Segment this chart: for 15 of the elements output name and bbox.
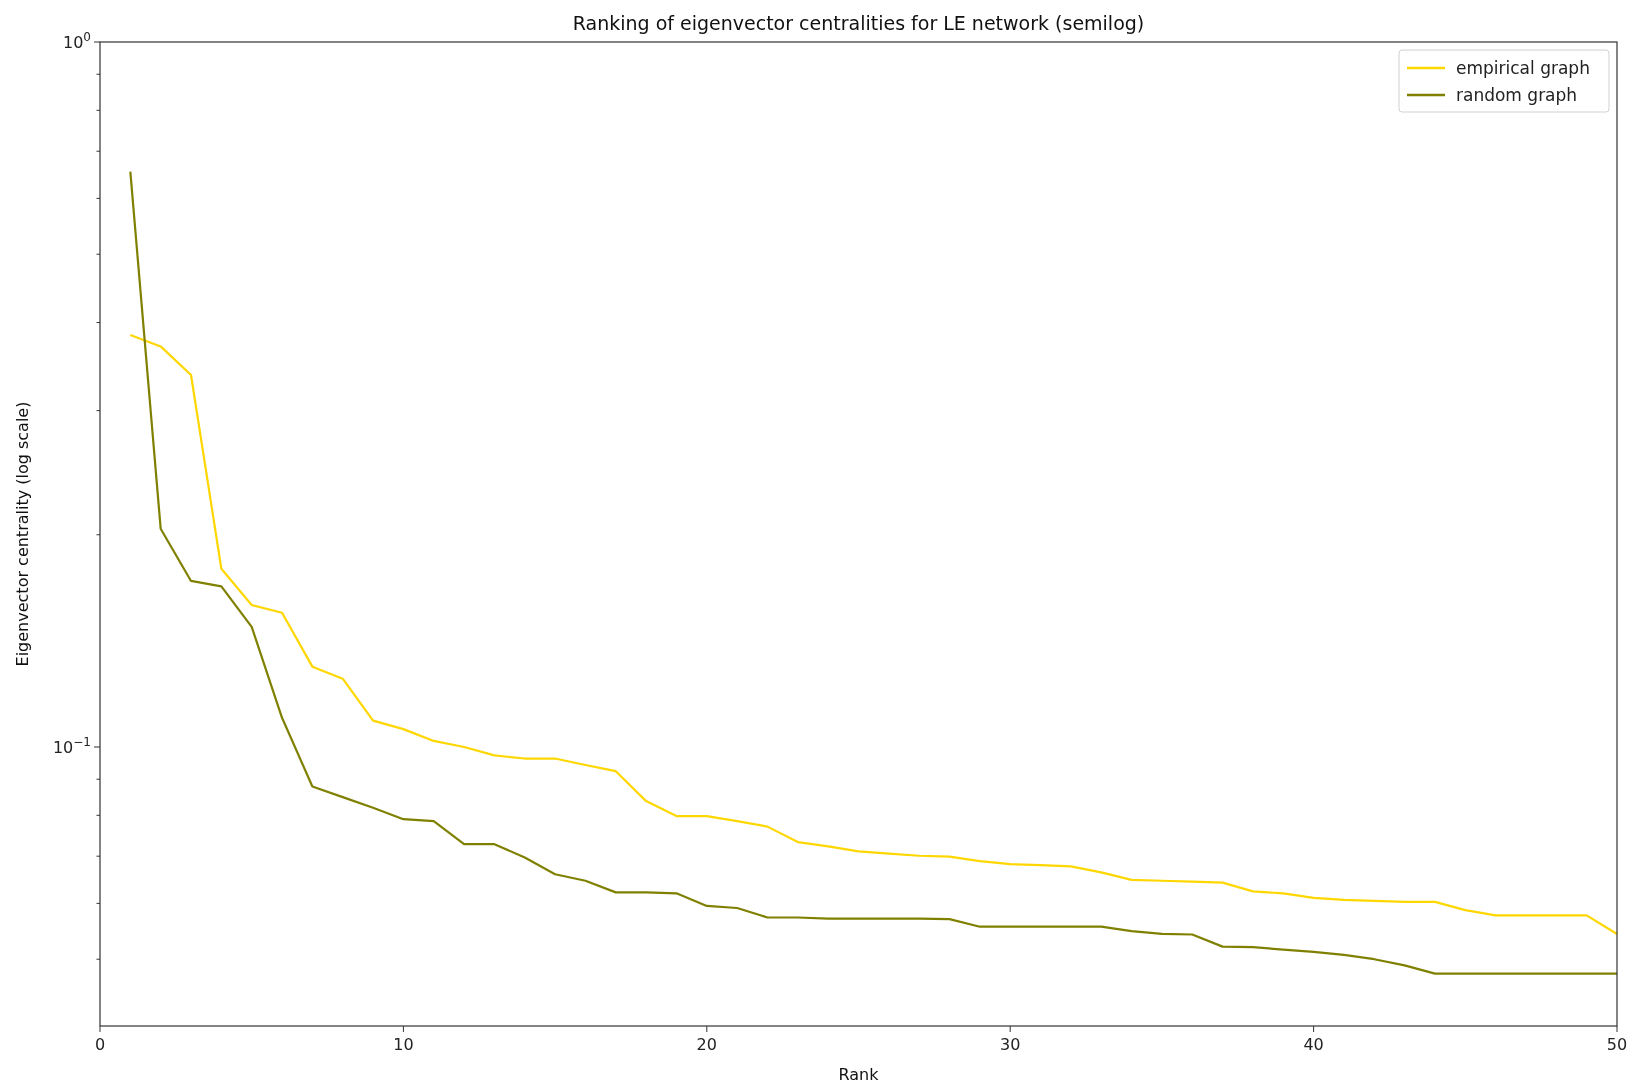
x-tick-label: 50 bbox=[1606, 1035, 1628, 1054]
y-tick-label: 10$^{0}$ bbox=[63, 30, 91, 52]
y-tick-label: 10$^{−1}$ bbox=[52, 734, 91, 757]
x-axis-title: Rank bbox=[838, 1065, 880, 1084]
line-series bbox=[129, 333, 1619, 936]
x-tick-label: 20 bbox=[696, 1035, 717, 1054]
y-axis-title: Eigenvector centrality (log scale) bbox=[13, 401, 32, 667]
x-tick-label: 30 bbox=[1000, 1035, 1021, 1054]
x-tick-label: 40 bbox=[1303, 1035, 1324, 1054]
chart-title: Ranking of eigenvector centralities for LE network (semilog) bbox=[572, 12, 1145, 34]
x-tick-label: 0 bbox=[94, 1035, 106, 1054]
legend-label: empirical graph bbox=[1456, 58, 1590, 78]
x-tick-label: 10 bbox=[393, 1035, 414, 1054]
legend-label: random graph bbox=[1456, 85, 1578, 105]
line-series bbox=[129, 170, 1619, 975]
